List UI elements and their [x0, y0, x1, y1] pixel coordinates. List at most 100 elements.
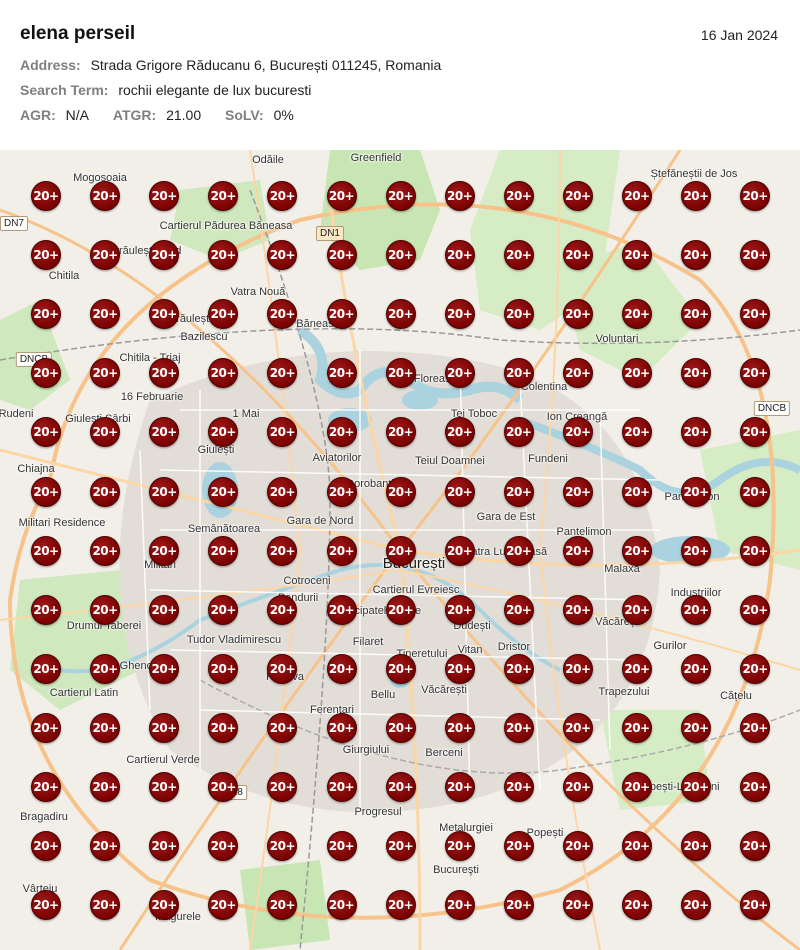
rank-marker[interactable]: 20+: [31, 653, 61, 684]
rank-marker[interactable]: 20+: [681, 653, 712, 684]
rank-marker[interactable]: 20+: [385, 594, 416, 625]
rank-marker[interactable]: 20+: [267, 358, 298, 389]
rank-marker[interactable]: 20+: [267, 181, 298, 211]
rank-marker[interactable]: 20+: [740, 890, 771, 921]
rank-marker[interactable]: 20+: [267, 594, 298, 625]
rank-marker[interactable]: 20+: [385, 358, 416, 389]
rank-marker[interactable]: 20+: [622, 240, 652, 271]
rank-marker[interactable]: 20+: [740, 240, 771, 271]
rank-marker[interactable]: 20+: [385, 240, 416, 271]
rank-marker[interactable]: 20+: [681, 476, 712, 507]
rank-marker[interactable]: 20+: [208, 712, 239, 743]
rank-marker[interactable]: 20+: [31, 181, 61, 211]
rank-marker[interactable]: 20+: [326, 772, 357, 802]
rank-marker[interactable]: 20+: [326, 240, 357, 271]
rank-marker[interactable]: 20+: [90, 181, 121, 211]
rank-marker[interactable]: 20+: [444, 712, 475, 743]
rank-marker[interactable]: 20+: [562, 712, 593, 743]
rank-marker[interactable]: 20+: [503, 594, 534, 625]
rank-marker[interactable]: 20+: [31, 417, 61, 448]
rank-marker[interactable]: 20+: [503, 417, 534, 448]
rank-marker[interactable]: 20+: [208, 299, 239, 330]
rank-marker[interactable]: 20+: [326, 890, 357, 921]
rank-marker[interactable]: 20+: [503, 181, 534, 211]
rank-marker[interactable]: 20+: [267, 240, 298, 271]
rank-marker[interactable]: 20+: [503, 535, 534, 566]
rank-marker[interactable]: 20+: [31, 831, 61, 862]
rank-marker[interactable]: 20+: [31, 594, 61, 625]
rank-marker[interactable]: 20+: [681, 358, 712, 389]
rank-marker[interactable]: 20+: [149, 772, 180, 802]
rank-marker[interactable]: 20+: [149, 476, 180, 507]
rank-marker[interactable]: 20+: [31, 772, 61, 802]
rank-marker[interactable]: 20+: [149, 831, 180, 862]
rank-marker[interactable]: 20+: [326, 712, 357, 743]
rank-marker[interactable]: 20+: [562, 594, 593, 625]
rank-marker[interactable]: 20+: [385, 653, 416, 684]
rank-marker[interactable]: 20+: [149, 240, 180, 271]
rank-marker[interactable]: 20+: [267, 712, 298, 743]
rank-marker[interactable]: 20+: [622, 476, 652, 507]
rank-marker[interactable]: 20+: [622, 594, 652, 625]
rank-marker[interactable]: 20+: [503, 358, 534, 389]
rank-marker[interactable]: 20+: [562, 181, 593, 211]
rank-marker[interactable]: 20+: [326, 594, 357, 625]
rank-marker[interactable]: 20+: [90, 890, 121, 921]
rank-marker[interactable]: 20+: [503, 712, 534, 743]
rank-marker[interactable]: 20+: [444, 890, 475, 921]
rank-marker[interactable]: 20+: [740, 653, 771, 684]
rank-marker[interactable]: 20+: [90, 299, 121, 330]
rank-marker[interactable]: 20+: [90, 831, 121, 862]
rank-marker[interactable]: 20+: [208, 831, 239, 862]
rank-marker[interactable]: 20+: [31, 476, 61, 507]
rank-marker[interactable]: 20+: [385, 299, 416, 330]
rank-marker[interactable]: 20+: [149, 181, 180, 211]
rank-marker[interactable]: 20+: [444, 653, 475, 684]
rank-marker[interactable]: 20+: [208, 772, 239, 802]
rank-marker[interactable]: 20+: [208, 417, 239, 448]
rank-marker[interactable]: 20+: [208, 535, 239, 566]
rank-marker[interactable]: 20+: [562, 653, 593, 684]
rank-marker[interactable]: 20+: [622, 712, 652, 743]
rank-marker[interactable]: 20+: [31, 240, 61, 271]
rank-marker[interactable]: 20+: [681, 772, 712, 802]
rank-marker[interactable]: 20+: [31, 535, 61, 566]
rank-marker[interactable]: 20+: [562, 831, 593, 862]
rank-marker[interactable]: 20+: [503, 772, 534, 802]
rank-marker[interactable]: 20+: [326, 653, 357, 684]
rank-marker[interactable]: 20+: [90, 240, 121, 271]
rank-marker[interactable]: 20+: [503, 299, 534, 330]
rank-marker[interactable]: 20+: [267, 299, 298, 330]
rank-grid-map[interactable]: Odăile Greenfield Mogoșoaia Ștefăneștii de …: [0, 150, 800, 950]
rank-marker[interactable]: 20+: [444, 594, 475, 625]
rank-marker[interactable]: 20+: [149, 594, 180, 625]
rank-marker[interactable]: 20+: [681, 890, 712, 921]
rank-marker[interactable]: 20+: [503, 831, 534, 862]
rank-marker[interactable]: 20+: [562, 890, 593, 921]
rank-marker[interactable]: 20+: [208, 476, 239, 507]
rank-marker[interactable]: 20+: [385, 772, 416, 802]
rank-marker[interactable]: 20+: [562, 417, 593, 448]
rank-marker[interactable]: 20+: [681, 594, 712, 625]
rank-marker[interactable]: 20+: [740, 417, 771, 448]
rank-marker[interactable]: 20+: [149, 890, 180, 921]
rank-marker[interactable]: 20+: [326, 535, 357, 566]
rank-marker[interactable]: 20+: [444, 181, 475, 211]
rank-marker[interactable]: 20+: [208, 594, 239, 625]
rank-marker[interactable]: 20+: [740, 772, 771, 802]
rank-marker[interactable]: 20+: [562, 299, 593, 330]
rank-marker[interactable]: 20+: [267, 831, 298, 862]
rank-marker[interactable]: 20+: [149, 417, 180, 448]
rank-marker[interactable]: 20+: [90, 417, 121, 448]
rank-marker[interactable]: 20+: [622, 653, 652, 684]
rank-marker[interactable]: 20+: [681, 712, 712, 743]
rank-marker[interactable]: 20+: [326, 181, 357, 211]
rank-marker[interactable]: 20+: [208, 181, 239, 211]
rank-marker[interactable]: 20+: [503, 476, 534, 507]
rank-marker[interactable]: 20+: [385, 890, 416, 921]
rank-marker[interactable]: 20+: [740, 831, 771, 862]
rank-marker[interactable]: 20+: [622, 181, 652, 211]
rank-marker[interactable]: 20+: [149, 299, 180, 330]
rank-marker[interactable]: 20+: [622, 831, 652, 862]
rank-marker[interactable]: 20+: [444, 358, 475, 389]
